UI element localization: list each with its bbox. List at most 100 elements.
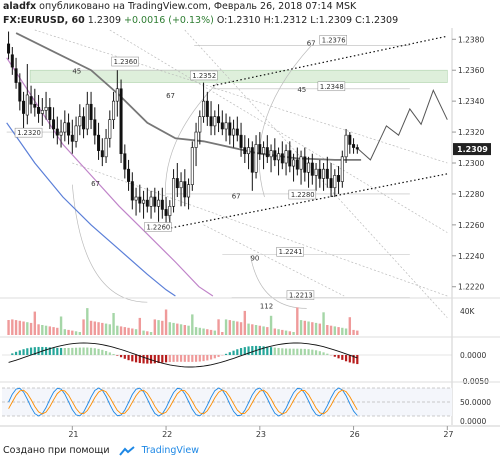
price-label-box [14,127,43,138]
volume-bar [48,326,52,335]
volume-bar [127,327,130,335]
volume-bar [149,332,153,335]
candle-body [337,175,341,182]
stochastic-tick-label: 0.0000 [460,417,486,426]
macd-histogram-bar [198,355,201,362]
macd-histogram-bar [179,355,183,362]
trend-line [170,173,448,229]
volume-bar [198,327,202,335]
candle-body [37,107,41,114]
volume-bar [101,322,104,335]
candle-body [74,125,78,142]
macd-histogram-bar [303,348,306,355]
fan-line [184,29,448,318]
candle-body [273,150,277,161]
candle-body [322,168,326,179]
macd-histogram-bar [127,355,130,361]
stochastic-k-line [8,387,358,417]
macd-histogram-bar [236,349,239,355]
candle-body [108,119,112,139]
candle-body [10,54,14,68]
candle-body [89,103,93,120]
published-text: опубликовано на TradingView.com, Февраль… [39,1,357,12]
candle-body [217,116,221,124]
macd-line [8,342,358,368]
candle-body [232,128,236,136]
volume-bar [164,309,168,335]
volume-bar [157,320,160,335]
macd-histogram-bar [217,355,220,357]
volume-bar [59,316,63,335]
volume-bar [337,327,340,335]
macd-histogram-bar [161,355,164,363]
macd-histogram-bar [82,347,85,355]
volume-bar [168,322,172,335]
candle-body [157,199,161,207]
macd-histogram-bar [74,347,78,355]
candle-body [134,196,138,201]
candle-body [247,147,251,155]
bar-count-label: 67 [91,180,100,188]
candle-body [213,116,217,127]
high-label: H: [263,15,274,26]
candle-body [168,206,172,216]
symbol-name[interactable]: FX:EURUSD, 60 [3,15,85,26]
volume-bar [176,323,179,335]
candle-body [67,122,71,136]
candle-body [183,181,187,198]
macd-histogram-bar [348,355,351,363]
fib-arc [258,45,312,198]
volume-bar [153,319,157,335]
price-label: 1.2360 [114,58,138,66]
volume-bar [221,332,224,335]
macd-histogram-bar [37,346,40,355]
macd-histogram-bar [281,348,284,355]
author-name[interactable]: aladfx [3,1,37,12]
macd-histogram-bar [116,355,119,356]
macd-histogram-bar [311,349,314,355]
bar-count-label: 112 [260,302,273,310]
candle-body [112,100,116,120]
volume-bar [262,326,265,335]
volume-bar [318,323,322,335]
candle-body [63,122,67,133]
macd-histogram-bar [119,355,123,358]
tradingview-brand-link[interactable]: TradingView [141,445,199,456]
volume-bar [333,326,337,335]
macd-histogram-bar [146,355,149,364]
macd-histogram-bar [63,348,66,355]
volume-bar [277,329,280,335]
candle-body [123,153,127,170]
candle-body [344,134,348,158]
candle-body [82,116,86,130]
macd-histogram-bar [11,353,14,355]
macd-histogram-bar [247,346,250,355]
volume-bar [123,327,127,335]
candle-body [284,150,288,164]
volume-bar [303,320,307,335]
candle-body [198,116,202,133]
volume-bar [344,328,348,335]
macd-tick-label: 0.0000 [460,351,486,360]
volume-bar [161,320,164,335]
close-value: 1.2309 [364,15,399,26]
volume-bar [299,320,303,335]
macd-histogram-bar [157,355,160,364]
macd-histogram-bar [71,347,74,355]
volume-bar [52,327,55,335]
macd-histogram-bar [288,348,291,355]
candle-body [254,144,258,173]
candle-body [303,156,307,173]
fib-arc [250,255,307,309]
bar-count-label: 45 [72,67,81,75]
volume-bar [11,319,14,335]
tradingview-logo-icon [118,445,135,456]
candle-body [187,184,191,198]
candle-body [250,147,254,173]
moving-average-line [15,32,362,161]
volume-bar [116,325,119,335]
price-label-box [111,56,139,67]
macd-histogram-bar [101,349,104,355]
macd-histogram-bar [52,347,55,355]
volume-bar [183,325,187,335]
